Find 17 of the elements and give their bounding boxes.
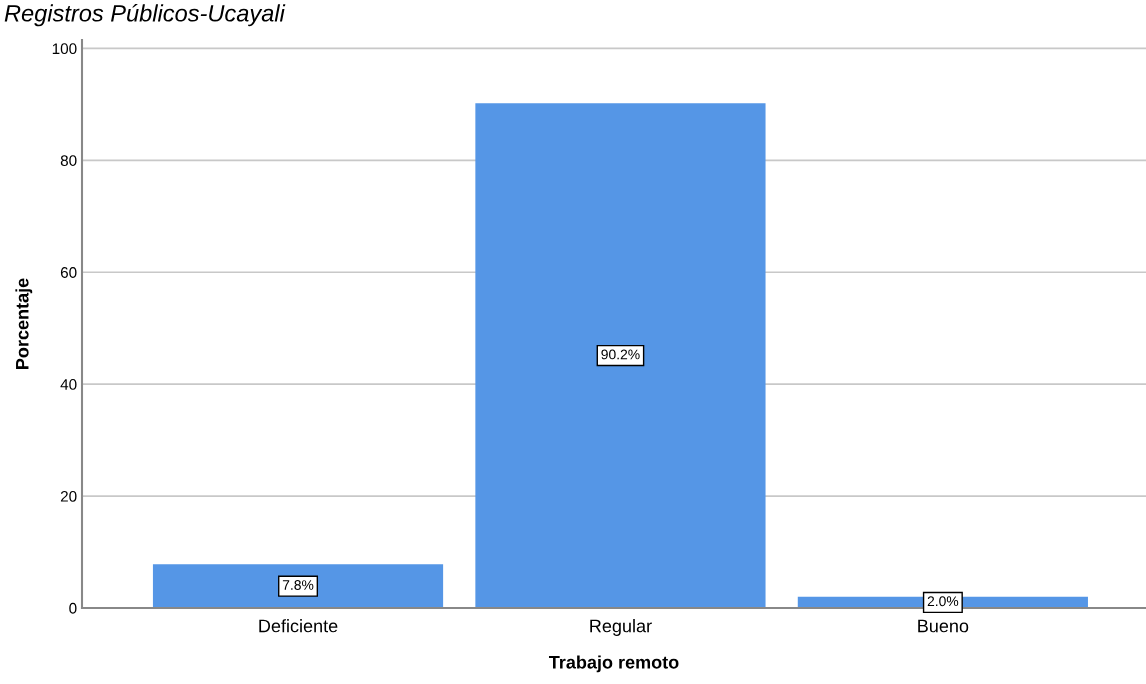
x-axis-title: Trabajo remoto xyxy=(548,655,679,673)
bar xyxy=(475,103,766,608)
x-tick-label: Bueno xyxy=(918,619,969,633)
data-label: 2.0% xyxy=(927,596,959,607)
data-label: 90.2% xyxy=(601,349,640,360)
y-tick-label: 40 xyxy=(60,379,77,390)
data-label: 7.8% xyxy=(282,580,314,590)
x-tick-label: Regular xyxy=(590,619,652,636)
bar xyxy=(152,564,444,608)
y-tick-label: 20 xyxy=(60,490,77,502)
y-tick-label: 60 xyxy=(60,267,77,278)
y-tick-label: 0 xyxy=(69,602,77,614)
chart-title: Registros Públicos-Ucayali xyxy=(4,4,286,27)
x-tick-label: Deficiente xyxy=(259,619,338,633)
y-tick-label: 80 xyxy=(60,155,77,166)
y-tick-label: 100 xyxy=(52,43,77,55)
y-axis-title: Porcentaje xyxy=(15,278,33,369)
